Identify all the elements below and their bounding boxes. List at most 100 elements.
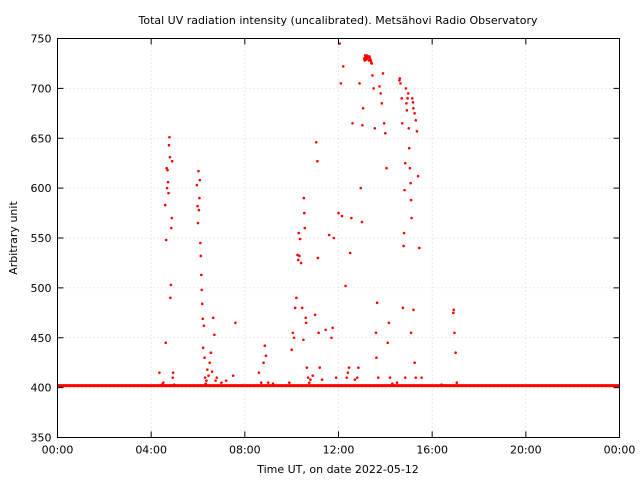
data-point [452,308,456,312]
x-tick-label: 00:00 [604,444,636,457]
data-point [455,381,459,384]
data-point [296,258,300,262]
data-point [303,226,307,230]
data-point [338,42,341,45]
data-point [171,371,175,374]
data-point [262,361,265,364]
data-point [170,159,174,163]
x-tick-label: 04:00 [135,444,167,457]
data-point [402,231,406,235]
data-point [198,178,202,182]
data-point [298,254,301,258]
data-point [408,166,412,170]
data-point [412,308,415,312]
data-point [300,306,304,310]
data-point [419,384,422,387]
data-point [224,379,228,382]
data-point [406,92,410,95]
x-tick-label: 12:00 [323,444,355,457]
data-point [346,371,350,374]
data-point [266,381,270,384]
y-tick-label: 600 [31,182,52,195]
data-point [201,346,205,350]
data-point [347,366,351,369]
data-point [388,376,392,379]
y-axis-label: Arbitrary unit [7,201,20,275]
data-point [166,168,169,172]
data-point [353,378,357,381]
data-point [367,59,371,62]
data-point [303,211,306,215]
data-point [355,376,359,379]
data-point [291,331,295,335]
data-point [357,366,360,369]
data-point [414,376,418,379]
data-point [234,321,237,325]
data-point [410,97,414,100]
data-point [340,214,344,218]
data-point [264,354,268,358]
data-point [298,237,302,241]
data-point [399,82,402,85]
data-point [200,288,204,292]
y-tick-label: 400 [31,382,52,395]
data-point [165,166,168,170]
data-point [345,376,348,379]
data-point [371,74,374,77]
data-point [348,251,352,255]
data-point [169,283,173,287]
data-point [307,381,311,384]
data-point [374,331,378,335]
data-point [420,376,423,379]
data-point [409,198,413,202]
data-point [197,208,201,212]
data-point [413,112,416,115]
data-point [411,101,415,104]
data-point [199,254,203,258]
data-point [299,261,303,265]
data-point [359,186,363,190]
data-point [344,284,347,288]
data-point [373,126,377,130]
data-point [398,77,402,80]
data-point [306,376,310,379]
data-point [332,236,336,240]
data-point [375,356,378,360]
data-point [402,244,405,248]
data-point [316,256,320,260]
data-point [302,196,306,200]
data-point [196,204,199,208]
x-tick-label: 00:00 [42,444,74,457]
data-point [370,62,374,65]
data-point [288,381,291,384]
data-point [361,107,365,110]
data-point [368,55,371,58]
data-point [368,57,372,60]
data-point [209,351,213,355]
data-point [304,321,308,325]
data-point [403,161,407,165]
data-point [160,383,164,386]
data-point [318,366,322,369]
data-point [202,324,206,328]
data-points [57,42,620,388]
data-point [320,378,324,381]
y-tick-label: 700 [31,82,52,95]
data-point [168,155,172,159]
data-point [372,87,375,90]
data-point [316,159,319,163]
data-point [382,121,386,125]
data-point [454,351,457,355]
data-point [213,333,216,337]
data-point [167,143,171,147]
data-point [271,382,275,385]
data-point [400,121,404,125]
data-point [171,376,175,379]
data-point [164,341,167,345]
data-point [172,383,176,386]
axis-ticks: 350 400 450 500 550 600 650 700 750 00:00 04:00 08:… [31,33,636,457]
data-point [293,306,297,310]
data-point [407,146,411,150]
data-point [398,79,401,82]
data-point [166,180,170,184]
